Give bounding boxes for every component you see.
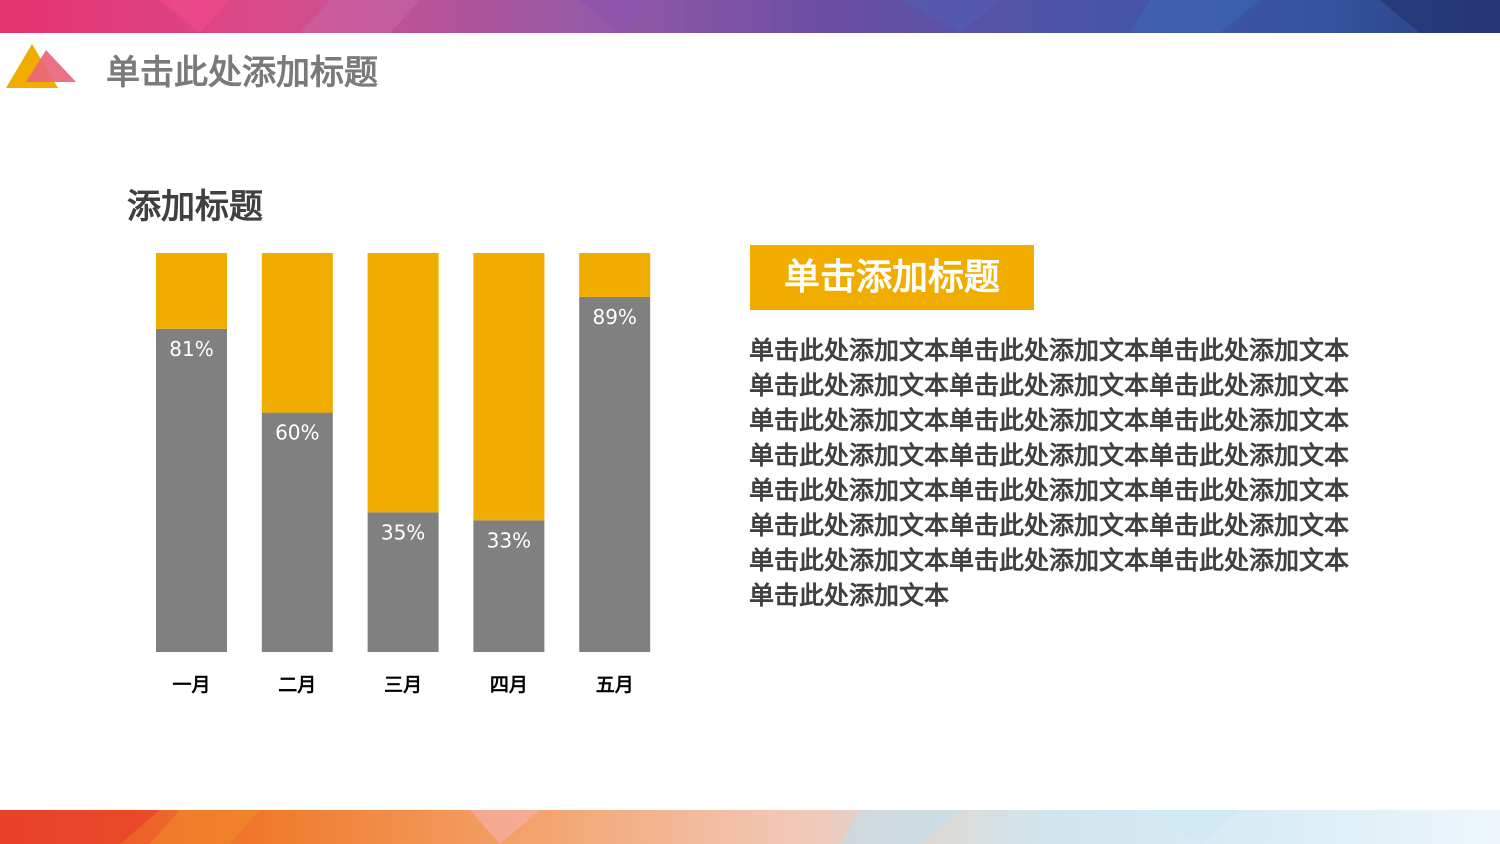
bar-segment-yellow-3 — [367, 253, 439, 513]
bar-segment-gray-3 — [367, 512, 439, 652]
triangle-logo-icon — [6, 44, 76, 88]
bar-segment-yellow-1 — [156, 253, 227, 329]
category-label-4: 四月 — [490, 674, 528, 696]
data-label-3: 35% — [381, 520, 425, 544]
data-label-2: 60% — [275, 421, 319, 445]
bottom-band-polygons — [0, 810, 1240, 844]
category-label-5: 五月 — [596, 674, 634, 696]
top-decorative-band — [0, 0, 1500, 33]
data-label-1: 81% — [169, 337, 213, 361]
data-label-5: 89% — [592, 305, 636, 329]
bar-segment-gray-4 — [473, 520, 545, 652]
category-label-3: 三月 — [384, 674, 422, 696]
bottom-decorative-band — [0, 810, 1500, 844]
bar-segment-yellow-2 — [261, 253, 333, 413]
chart-title[interactable]: 添加标题 — [127, 187, 263, 227]
bar-segment-gray-5 — [579, 296, 651, 652]
category-label-2: 二月 — [278, 674, 316, 696]
bar-segment-yellow-5 — [579, 253, 651, 297]
page-title[interactable]: 单击此处添加标题 — [106, 53, 378, 93]
bar-segment-gray-1 — [156, 328, 227, 652]
category-label-1: 一月 — [172, 674, 210, 696]
text-box-body[interactable]: 单击此处添加文本单击此处添加文本单击此处添加文本单击此处添加文本单击此处添加文本… — [749, 336, 1350, 610]
bar-segment-gray-2 — [261, 412, 333, 652]
data-label-4: 33% — [487, 528, 531, 552]
top-band-polygons — [160, 0, 1500, 33]
bar-segment-yellow-4 — [473, 253, 545, 521]
stacked-bar-chart: 81% 一月 60% 二月 35% 三月 33% 四月 89% 五月 — [156, 253, 651, 696]
text-box-title[interactable]: 单击添加标题 — [750, 245, 1034, 310]
